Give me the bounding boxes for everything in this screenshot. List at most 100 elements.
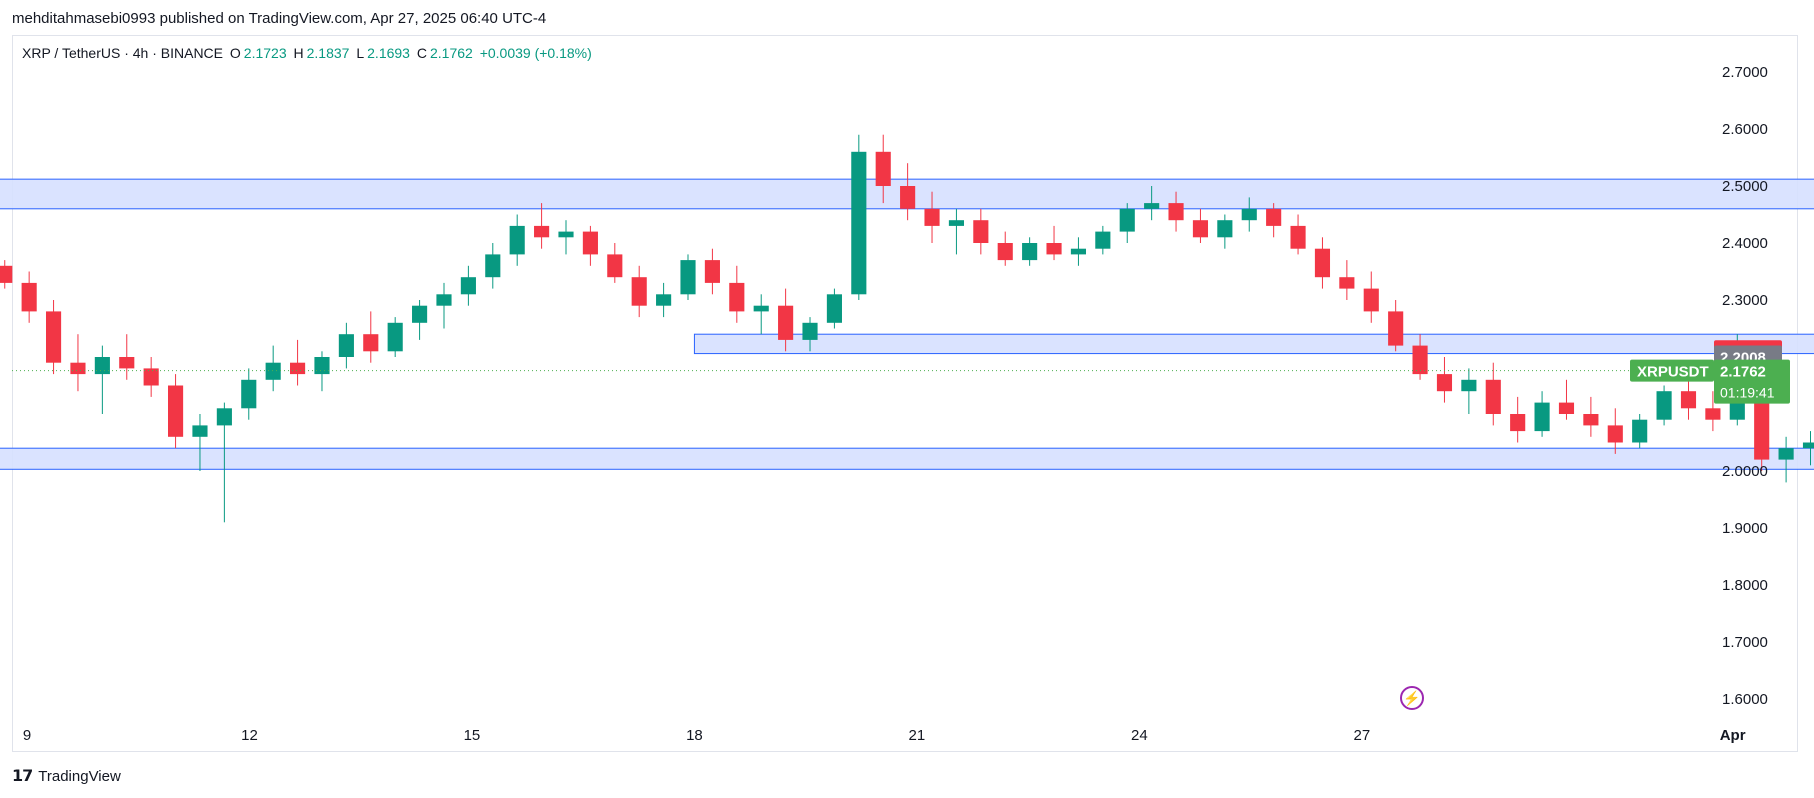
candle-body xyxy=(1461,379,1477,392)
candle-body xyxy=(1314,248,1331,278)
time-tick-label: 12 xyxy=(241,727,258,744)
candle-body xyxy=(1046,243,1062,255)
candle-body xyxy=(534,225,550,238)
candle-body xyxy=(485,254,501,278)
symbol-tag-box xyxy=(1630,359,1714,382)
candle-body xyxy=(1802,442,1814,449)
time-tick-label: 9 xyxy=(23,727,31,744)
symbol-tag-label: XRPUSDT xyxy=(1637,364,1709,381)
candle-body xyxy=(753,305,769,312)
candle-body xyxy=(631,277,647,306)
candle-body xyxy=(314,357,330,375)
candle-body xyxy=(875,151,891,186)
candle-body xyxy=(1607,425,1623,443)
candle-body xyxy=(997,243,1013,261)
candle-body xyxy=(143,368,159,386)
candle-body xyxy=(900,186,916,209)
candle-body xyxy=(1388,311,1404,346)
price-tick-label: 2.3000 xyxy=(1722,292,1768,309)
candle-body xyxy=(338,334,354,357)
time-axis: 9121518212427Apr4710131619222528May47 xyxy=(23,727,1746,744)
open-value: 2.1723 xyxy=(243,45,287,61)
high-value: 2.1837 xyxy=(306,45,350,61)
candle-body xyxy=(607,254,623,278)
time-tick-label: 24 xyxy=(1131,727,1148,744)
candle-body xyxy=(1632,419,1648,443)
chart-frame xyxy=(12,35,1798,752)
footer-brand[interactable]: 𝟭𝟳 TradingView xyxy=(12,766,121,786)
candle-body xyxy=(509,225,525,255)
candle-body xyxy=(704,260,720,283)
candle-body xyxy=(826,294,842,323)
price-tick-label: 2.7000 xyxy=(1722,64,1768,81)
candle-body xyxy=(1510,414,1526,432)
candle-body xyxy=(1656,391,1672,420)
candles-layer xyxy=(0,134,1814,523)
zone-box-2 xyxy=(0,447,1814,470)
price-tick-label: 2.4000 xyxy=(1722,235,1768,252)
time-tick-label: 15 xyxy=(464,727,481,744)
tradingview-logo-icon: 𝟭𝟳 xyxy=(12,768,33,785)
candle-body xyxy=(45,311,62,363)
candle-body xyxy=(1363,288,1379,312)
candle-body xyxy=(363,334,379,352)
time-tick-label: Apr xyxy=(1720,727,1746,744)
candle-body xyxy=(1339,277,1355,289)
price-tick-label: 1.9000 xyxy=(1722,520,1768,537)
candle-body xyxy=(70,362,86,375)
candle-body xyxy=(1119,208,1135,232)
price-tick-label: 2.6000 xyxy=(1722,121,1768,138)
candle-body xyxy=(387,322,403,352)
candle-body xyxy=(729,282,745,312)
last-price-label: 2.1762 xyxy=(1720,364,1766,381)
candle-body xyxy=(1583,414,1599,426)
publisher-line: mehditahmasebi0993 published on TradingV… xyxy=(12,10,547,27)
close-label: C xyxy=(416,45,427,61)
candle-body xyxy=(1022,243,1038,261)
candle-body xyxy=(1217,220,1233,238)
brand-name: TradingView xyxy=(38,767,121,785)
candle-body xyxy=(1558,402,1575,414)
candle-body xyxy=(216,408,232,426)
candle-body xyxy=(1534,402,1550,432)
time-tick-label: 21 xyxy=(909,727,926,744)
candle-body xyxy=(192,425,208,437)
candle-body xyxy=(1485,379,1501,414)
countdown-label: 01:19:41 xyxy=(1720,385,1775,401)
candle-body xyxy=(1168,203,1184,221)
candle-body xyxy=(241,379,257,409)
zones-layer: 2.53972.20242.03431.8257 xyxy=(0,178,1814,470)
last-price-box xyxy=(1714,359,1790,404)
candle-body xyxy=(290,362,306,375)
close-value: 2.1762 xyxy=(429,45,473,61)
candle-body xyxy=(558,231,574,238)
candle-body xyxy=(94,357,110,375)
candle-body xyxy=(1144,203,1160,209)
candle-body xyxy=(21,282,37,312)
lightning-icon[interactable]: ⚡ xyxy=(1400,686,1424,710)
candle-body xyxy=(1070,248,1087,255)
candle-body xyxy=(680,260,696,295)
time-tick-label: 27 xyxy=(1353,727,1370,744)
candle-body xyxy=(924,208,940,226)
candle-body xyxy=(119,357,135,369)
candle-body xyxy=(973,220,989,243)
time-tick-label: 18 xyxy=(686,727,703,744)
open-label: O xyxy=(229,45,241,61)
change-value: +0.0039 (+0.18%) xyxy=(479,45,592,61)
candle-body xyxy=(582,231,598,255)
candle-body xyxy=(1192,220,1209,238)
candle-body xyxy=(168,385,184,437)
price-tick-label: 1.6000 xyxy=(1722,691,1768,708)
low-value: 2.1693 xyxy=(367,45,410,61)
price-tick-label: 2.0000 xyxy=(1722,463,1768,480)
candle-body xyxy=(948,220,964,226)
candle-body xyxy=(1290,225,1306,249)
price-tick-label: 2.5000 xyxy=(1722,178,1768,195)
candle-body xyxy=(460,277,476,295)
candle-body xyxy=(436,294,452,306)
symbol-label[interactable]: XRP / TetherUS · 4h · BINANCE xyxy=(22,45,223,61)
